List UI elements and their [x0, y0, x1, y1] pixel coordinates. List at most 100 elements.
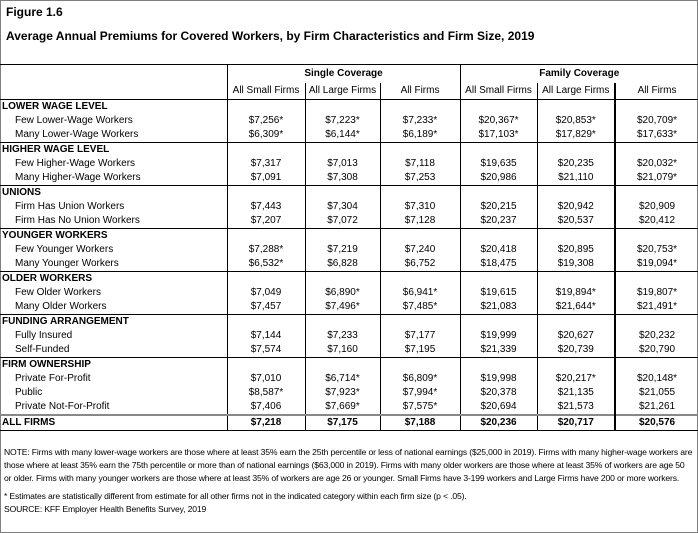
asterisk-note: * Estimates are statistically different …	[4, 491, 467, 501]
row-label: Many Older Workers	[15, 301, 107, 312]
empty-cell	[536, 228, 616, 243]
table-row: Many Higher-Wage Workers $7,091 $7,308 $7,2…	[0, 171, 698, 186]
value-cell: $20,853*	[536, 114, 616, 128]
column-header: All Large Firms	[304, 83, 380, 100]
value-cell: $7,308	[304, 171, 380, 186]
value-cell: $20,942	[536, 200, 616, 214]
empty-cell	[379, 357, 461, 372]
value-cell: $7,443	[226, 200, 305, 214]
value-cell: $7,118	[379, 157, 461, 171]
row-label: Few Higher-Wage Workers	[15, 158, 136, 169]
section-title: UNIONS	[2, 187, 41, 198]
value-cell: $20,537	[536, 214, 616, 229]
section-header-row: FIRM OWNERSHIP	[0, 357, 698, 372]
value-cell: $21,083	[459, 300, 538, 315]
empty-cell	[379, 271, 461, 286]
value-cell: $7,923*	[304, 386, 380, 400]
row-label: Public	[15, 387, 43, 398]
table-row: Private For-Profit $7,010 $6,714* $6,809* $1…	[0, 372, 698, 386]
empty-cell	[614, 271, 698, 286]
value-cell: $7,144	[226, 329, 305, 343]
empty-cell	[226, 185, 305, 200]
table-row: Public $8,587* $7,923* $7,994* $20,378 $21,13…	[0, 386, 698, 400]
value-cell: $20,378	[459, 386, 538, 400]
value-cell: $6,532*	[226, 257, 305, 272]
empty-cell	[379, 142, 461, 157]
value-cell: $20,215	[459, 200, 538, 214]
empty-cell	[379, 185, 461, 200]
empty-cell	[459, 99, 538, 114]
value-cell: $7,013	[304, 157, 380, 171]
empty-cell	[614, 185, 698, 200]
value-cell: $7,288*	[226, 243, 305, 257]
empty-cell	[459, 271, 538, 286]
section-header-row: UNIONS	[0, 185, 698, 200]
value-cell: $19,999	[459, 329, 538, 343]
value-cell: $7,010	[226, 372, 305, 386]
empty-cell	[379, 228, 461, 243]
value-cell: $19,615	[459, 286, 538, 300]
table-row: Fully Insured $7,144 $7,233 $7,177 $19,999 $2…	[0, 329, 698, 343]
value-cell: $20,412	[614, 214, 698, 229]
value-cell: $20,232	[614, 329, 698, 343]
empty-cell	[379, 99, 461, 114]
value-cell: $19,998	[459, 372, 538, 386]
empty-cell	[304, 357, 380, 372]
value-cell: $7,128	[379, 214, 461, 229]
empty-cell	[304, 314, 380, 329]
value-cell: $20,236	[459, 415, 538, 431]
value-cell: $20,237	[459, 214, 538, 229]
value-cell: $7,233*	[379, 114, 461, 128]
value-cell: $21,644*	[536, 300, 616, 315]
row-label: Few Younger Workers	[15, 244, 114, 255]
row-label: Few Lower-Wage Workers	[15, 115, 133, 126]
value-cell: $19,094*	[614, 257, 698, 272]
empty-cell	[226, 314, 305, 329]
table-row: Many Younger Workers $6,532* $6,828 $6,752 $…	[0, 257, 698, 272]
table-row: Self-Funded $7,574 $7,160 $7,195 $21,339 $20,…	[0, 343, 698, 358]
value-cell: $7,195	[379, 343, 461, 358]
value-cell: $7,669*	[304, 400, 380, 415]
table-row: Few Higher-Wage Workers $7,317 $7,013 $7,11…	[0, 157, 698, 171]
empty-cell	[614, 99, 698, 114]
value-cell: $20,418	[459, 243, 538, 257]
value-cell: $19,635	[459, 157, 538, 171]
figure-label: Figure 1.6	[6, 5, 63, 19]
empty-cell	[304, 99, 380, 114]
section-header-row: OLDER WORKERS	[0, 271, 698, 286]
value-cell: $7,574	[226, 343, 305, 358]
row-label: Self-Funded	[15, 344, 70, 355]
value-cell: $7,304	[304, 200, 380, 214]
empty-cell	[304, 271, 380, 286]
value-cell: $20,576	[614, 415, 698, 431]
value-cell: $7,218	[226, 415, 305, 431]
row-label: Firm Has No Union Workers	[15, 215, 140, 226]
value-cell: $20,895	[536, 243, 616, 257]
group-header-family: Family Coverage	[459, 64, 698, 83]
value-cell: $20,627	[536, 329, 616, 343]
value-cell: $7,091	[226, 171, 305, 186]
empty-cell	[614, 142, 698, 157]
note-text: NOTE: Firms with many lower-wage workers…	[4, 447, 693, 483]
value-cell: $7,406	[226, 400, 305, 415]
value-cell: $6,714*	[304, 372, 380, 386]
empty-cell	[304, 185, 380, 200]
row-label: Many Younger Workers	[15, 258, 119, 269]
row-label: Many Lower-Wage Workers	[15, 129, 139, 140]
table-row: Few Younger Workers $7,288* $7,219 $7,240 $2…	[0, 243, 698, 257]
value-cell: $20,694	[459, 400, 538, 415]
value-cell: $6,941*	[379, 286, 461, 300]
value-cell: $20,367*	[459, 114, 538, 128]
value-cell: $20,753*	[614, 243, 698, 257]
value-cell: $20,032*	[614, 157, 698, 171]
value-cell: $20,790	[614, 343, 698, 358]
column-header: All Small Firms	[459, 83, 538, 100]
row-label: ALL FIRMS	[2, 417, 56, 428]
table-row: Many Older Workers $7,457 $7,496* $7,485* $2…	[0, 300, 698, 315]
premiums-table: Single Coverage Family Coverage All Smal…	[0, 64, 698, 431]
section-title: FUNDING ARRANGEMENT	[2, 316, 129, 327]
column-header: All Small Firms	[226, 83, 305, 100]
section-title: LOWER WAGE LEVEL	[2, 101, 108, 112]
value-cell: $7,253	[379, 171, 461, 186]
value-cell: $17,829*	[536, 128, 616, 143]
